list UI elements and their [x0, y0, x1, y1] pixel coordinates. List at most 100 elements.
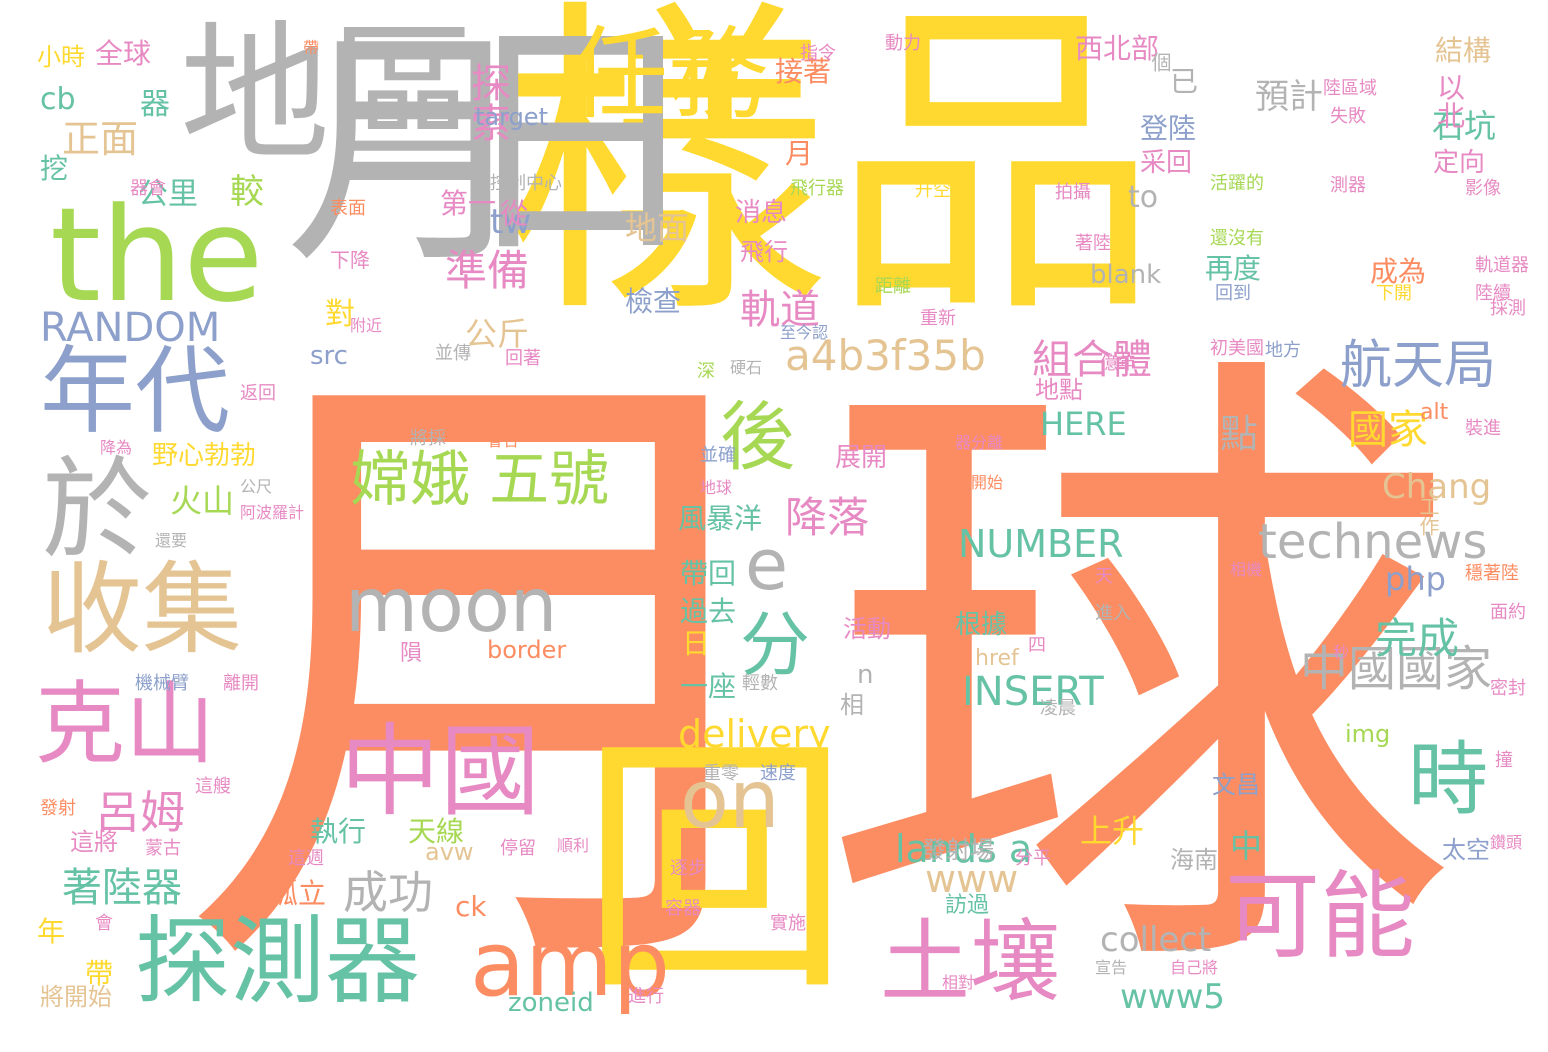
word-186: 會 [95, 913, 113, 934]
word-63: 結構 [1435, 34, 1492, 67]
word-45: collect [1100, 920, 1212, 960]
word-165: 採測 [1490, 298, 1526, 319]
word-148: 地方 [1265, 340, 1301, 361]
word-159: 地球 [700, 478, 733, 497]
word-108: 已 [1170, 65, 1199, 98]
word-173: 鑽頭 [1490, 833, 1523, 852]
word-102: 文昌 [1212, 771, 1260, 799]
word-25: 中國國家 [1300, 641, 1493, 697]
word-158: 並確 [700, 445, 736, 466]
word-87: 展開 [835, 443, 888, 473]
word-85: 過去 [680, 595, 737, 628]
word-20: on [680, 753, 780, 846]
word-187: 容器 [665, 898, 701, 919]
word-19: 時 [1408, 733, 1488, 826]
word-196: 帶 [303, 38, 320, 57]
word-13: 中國 [340, 713, 540, 830]
word-164: 陸續 [1475, 283, 1511, 304]
word-65: 以北 [1433, 73, 1466, 129]
word-12: 探測器 [135, 907, 421, 1017]
word-168: 穩著陸 [1465, 563, 1519, 584]
word-120: 活躍的 [1210, 173, 1264, 194]
word-29: 呂姆 [95, 786, 186, 839]
word-83: 風暴洋 [678, 502, 763, 535]
word-176: 重零 [703, 763, 739, 784]
word-140: 著陸 [1075, 233, 1111, 254]
word-0: 月球 [180, 305, 1460, 1050]
word-144: 並傳 [435, 343, 471, 364]
word-111: n [857, 660, 874, 690]
word-109: 個 [1148, 52, 1172, 72]
word-74: 器 [140, 87, 170, 122]
word-57: src [310, 341, 348, 371]
word-156: 處開始 [955, 473, 1004, 492]
word-76: 全球 [95, 37, 152, 70]
word-10: 收集 [42, 551, 242, 668]
word-38: 國家 [1348, 407, 1428, 453]
word-72: 消息 [735, 198, 788, 228]
word-101: href [975, 646, 1019, 671]
word-153: 將採 [410, 428, 446, 449]
word-2: 月 [242, 18, 533, 268]
word-133: 測器 [1330, 175, 1366, 196]
word-15: 土壤 [880, 910, 1060, 1015]
word-161: 公尺 [240, 477, 273, 496]
word-180: 這艘 [195, 776, 231, 797]
word-104: 工作 [1416, 496, 1440, 536]
word-49: 正面 [62, 117, 139, 161]
word-94: 帶 [85, 957, 114, 990]
word-77: 小時 [37, 43, 85, 71]
word-98: border [487, 636, 567, 664]
word-103: 太空 [1442, 836, 1490, 864]
word-172: 撞 [1495, 750, 1513, 771]
word-178: 機械臂 [135, 673, 189, 694]
word-139: 影像 [1465, 178, 1501, 199]
word-16: 可能 [1225, 862, 1416, 972]
word-51: 公里 [138, 177, 198, 212]
word-114: 地點 [1035, 376, 1083, 404]
word-24: 航天局 [1340, 336, 1497, 396]
word-149: 返回 [240, 383, 276, 404]
word-143: 附近 [350, 316, 383, 335]
word-126: 下降 [330, 248, 370, 272]
word-43: www [925, 857, 1019, 901]
word-56: 對 [325, 297, 355, 332]
word-181: 蒙古 [145, 838, 181, 859]
word-154: 會合 [487, 431, 520, 450]
word-160: 阿波羅計 [240, 503, 305, 522]
word-99: img [1345, 720, 1391, 748]
word-183: 停留 [500, 838, 536, 859]
word-96: avw [425, 838, 474, 866]
word-166: 裝進 [1465, 418, 1501, 439]
word-22: e [745, 524, 789, 606]
word-34: 降落 [785, 493, 870, 542]
word-116: 日 [682, 627, 711, 660]
word-7: 回 [580, 712, 850, 1027]
word-26: technews [1258, 514, 1488, 570]
word-146: 至今認 [780, 323, 829, 342]
word-162: 還要 [155, 531, 188, 550]
word-129: 下開 [1376, 283, 1412, 304]
word-155: 器分離 [955, 433, 1004, 452]
word-61: 預計 [1255, 77, 1323, 117]
word-91: 這將 [70, 828, 118, 856]
word-52: 較 [230, 172, 264, 212]
word-184: 分平 [1015, 848, 1051, 869]
word-106: 訪過 [945, 893, 990, 918]
word-37: 組合體 [1032, 337, 1152, 383]
word-93: 年 [37, 915, 66, 948]
word-189: 實施 [770, 913, 806, 934]
word-132: 飛行器 [790, 178, 844, 199]
word-73: 飛行 [740, 238, 788, 266]
word-124: 凌晨 [1040, 698, 1076, 719]
word-6: 任務 [568, 16, 768, 133]
word-35: 探索 [464, 62, 510, 142]
word-117: 月 [785, 137, 814, 170]
word-121: 控制中心 [490, 173, 562, 194]
word-78: target [475, 103, 548, 131]
word-113: 活動 [843, 615, 891, 643]
word-54: to [1128, 180, 1159, 215]
word-177: 速度 [760, 763, 796, 784]
word-39: INSERT [962, 669, 1104, 715]
